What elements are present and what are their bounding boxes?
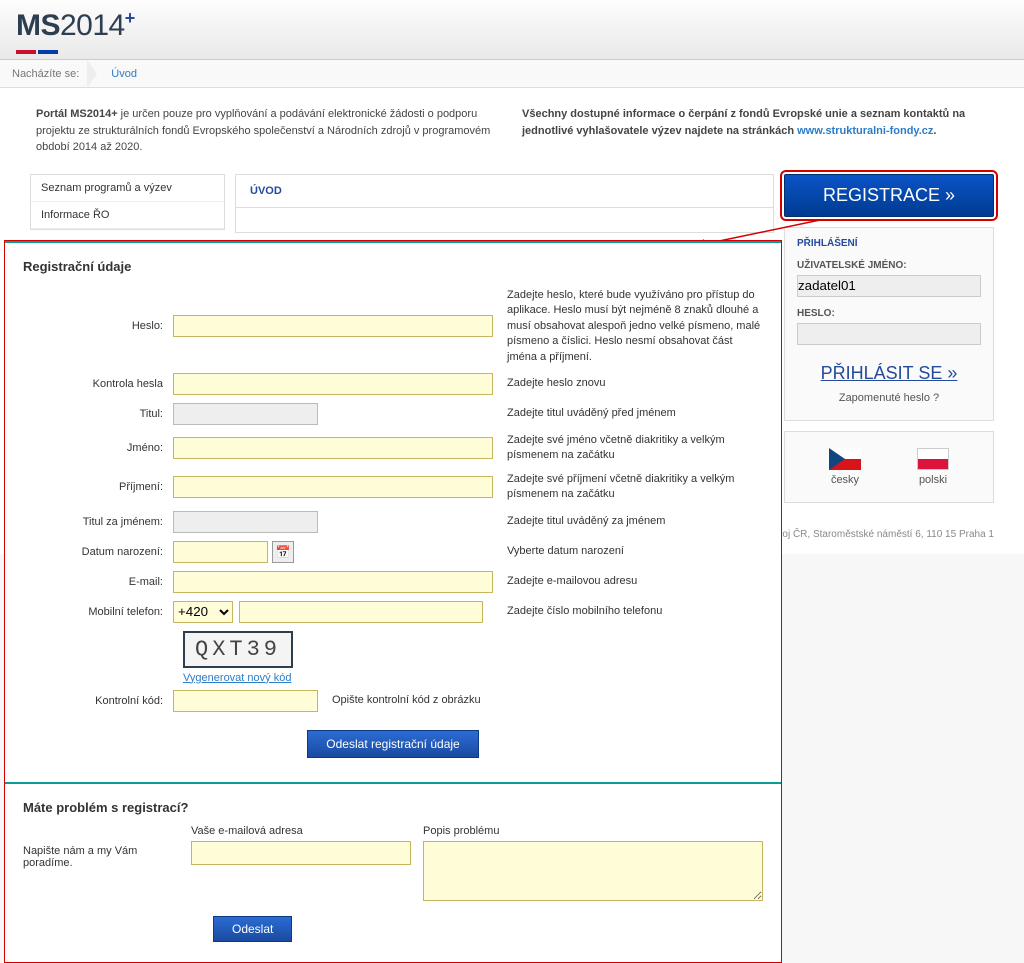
input-titulza[interactable] xyxy=(173,511,318,533)
username-label: UŽIVATELSKÉ JMÉNO: xyxy=(797,260,907,271)
hint-datum: Vyberte datum narození xyxy=(507,544,763,559)
input-kontrola[interactable] xyxy=(173,373,493,395)
captcha-image: QXT39 xyxy=(183,631,293,668)
forgot-password[interactable]: Zapomenuté heslo ? xyxy=(797,392,981,404)
problem-email-input[interactable] xyxy=(191,841,411,865)
info-right: Všechny dostupné informace o čerpání z f… xyxy=(522,106,988,156)
lang-pl[interactable]: polski xyxy=(917,448,949,486)
info-left: Portál MS2014+ je určen pouze pro vyplňo… xyxy=(36,106,502,156)
hint-prijmeni: Zadejte své příjmení včetně diakritiky a… xyxy=(507,472,763,503)
input-jmeno[interactable] xyxy=(173,437,493,459)
problem-note: Napište nám a my Vám poradíme. xyxy=(23,825,171,904)
flag-pl-icon xyxy=(917,448,949,470)
logo-year: 2014 xyxy=(60,9,125,42)
tab-uvod[interactable]: ÚVOD xyxy=(236,175,773,208)
registration-overlay: Registrační údaje Heslo: Zadejte heslo, … xyxy=(4,240,782,963)
label-titulza: Titul za jménem: xyxy=(23,516,173,528)
input-email[interactable] xyxy=(173,571,493,593)
label-kontrola: Kontrola hesla xyxy=(23,378,173,390)
input-datum[interactable] xyxy=(173,541,268,563)
language-box: česky polski xyxy=(784,431,994,503)
breadcrumb: Nacházíte se: Úvod xyxy=(0,60,1024,88)
input-titul[interactable] xyxy=(173,403,318,425)
hint-kod: Opište kontrolní kód z obrázku xyxy=(332,693,763,708)
reg-heading: Registrační údaje xyxy=(23,259,763,274)
label-kod: Kontrolní kód: xyxy=(23,695,173,707)
login-box: PŘIHLÁŠENÍ UŽIVATELSKÉ JMÉNO: HESLO: PŘI… xyxy=(784,227,994,421)
logo: MS2014+ xyxy=(16,8,1008,43)
select-phone-prefix[interactable]: +420 xyxy=(173,601,233,623)
label-titul: Titul: xyxy=(23,408,173,420)
input-prijmeni[interactable] xyxy=(173,476,493,498)
breadcrumb-label: Nacházíte se: xyxy=(12,68,79,80)
password-input[interactable] xyxy=(797,323,981,345)
breadcrumb-current[interactable]: Úvod xyxy=(111,68,137,80)
hint-titulza: Zadejte titul uváděný za jménem xyxy=(507,514,763,529)
problem-heading: Máte problém s registrací? xyxy=(23,800,763,815)
label-heslo: Heslo: xyxy=(23,320,173,332)
lang-pl-label: polski xyxy=(917,474,949,486)
login-submit[interactable]: PŘIHLÁSIT SE » xyxy=(797,363,981,384)
logo-stripes xyxy=(16,45,1008,57)
input-heslo[interactable] xyxy=(173,315,493,337)
flag-cz-icon xyxy=(829,448,861,470)
menu-item-programs[interactable]: Seznam programů a výzev xyxy=(31,175,224,202)
problem-send-button[interactable]: Odeslat xyxy=(213,916,292,942)
label-email: E-mail: xyxy=(23,576,173,588)
hint-kontrola: Zadejte heslo znovu xyxy=(507,376,763,391)
problem-desc-textarea[interactable] xyxy=(423,841,763,901)
info-right-link[interactable]: www.strukturalni-fondy.cz xyxy=(797,125,933,137)
header: MS2014+ xyxy=(0,0,1024,60)
label-jmeno: Jméno: xyxy=(23,442,173,454)
content-card: ÚVOD xyxy=(235,174,774,233)
lang-cz[interactable]: česky xyxy=(829,448,861,486)
menu-item-info-ro[interactable]: Informace ŘO xyxy=(31,202,224,229)
logo-prefix: MS xyxy=(16,9,60,42)
password-label: HESLO: xyxy=(797,308,835,319)
hint-titul: Zadejte titul uváděný před jménem xyxy=(507,406,763,421)
label-datum: Datum narození: xyxy=(23,546,173,558)
problem-desc-label: Popis problému xyxy=(423,825,763,837)
login-heading: PŘIHLÁŠENÍ xyxy=(797,238,981,249)
input-kod[interactable] xyxy=(173,690,318,712)
registration-button[interactable]: REGISTRACE » xyxy=(784,174,994,217)
logo-plus: + xyxy=(125,8,135,28)
info-right-post: . xyxy=(933,125,936,137)
captcha-regenerate-link[interactable]: Vygenerovat nový kód xyxy=(183,672,763,684)
chevron-right-icon xyxy=(87,60,97,88)
submit-registration-button[interactable]: Odeslat registrační údaje xyxy=(307,730,478,758)
label-telefon: Mobilní telefon: xyxy=(23,606,173,618)
hint-email: Zadejte e-mailovou adresu xyxy=(507,574,763,589)
label-prijmeni: Příjmení: xyxy=(23,481,173,493)
hint-heslo: Zadejte heslo, které bude využíváno pro … xyxy=(507,288,763,365)
username-input[interactable] xyxy=(797,275,981,297)
hint-telefon: Zadejte číslo mobilního telefonu xyxy=(507,604,763,619)
calendar-icon[interactable]: 📅 xyxy=(272,541,294,563)
lang-cz-label: česky xyxy=(829,474,861,486)
info-left-bold: Portál MS2014+ xyxy=(36,108,118,120)
input-telefon[interactable] xyxy=(239,601,483,623)
hint-jmeno: Zadejte své jméno včetně diakritiky a ve… xyxy=(507,433,763,464)
problem-email-label: Vaše e-mailová adresa xyxy=(191,825,411,837)
left-menu: Seznam programů a výzev Informace ŘO xyxy=(30,174,225,230)
info-banners: Portál MS2014+ je určen pouze pro vyplňo… xyxy=(0,88,1024,174)
